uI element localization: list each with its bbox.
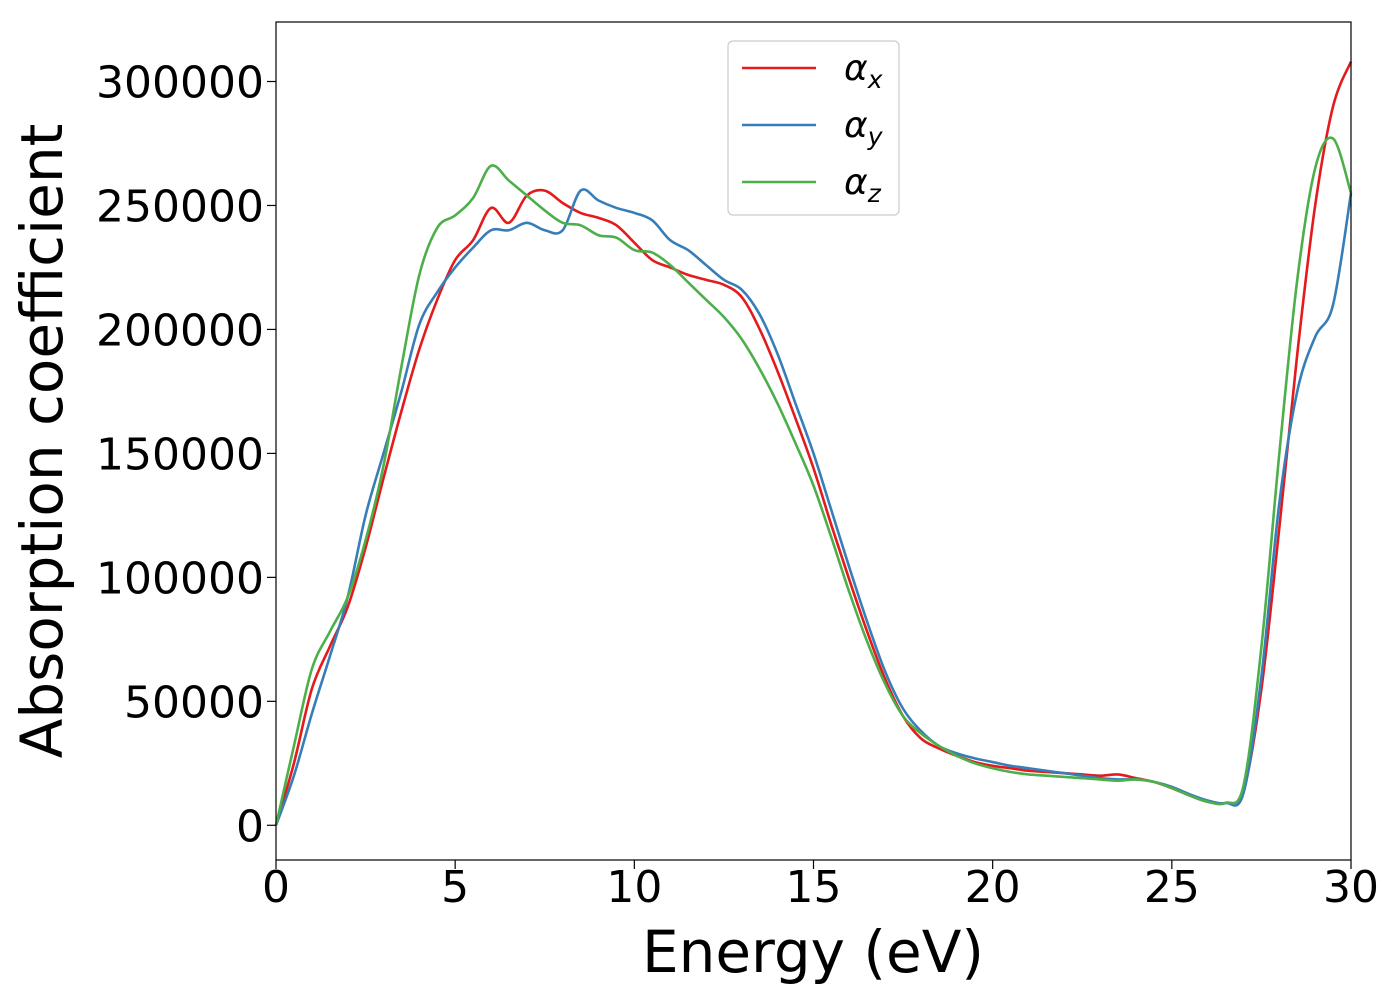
y-tick-label: 150000 xyxy=(96,429,264,480)
x-tick-label: 5 xyxy=(441,862,469,913)
legend-box xyxy=(727,40,900,216)
legend-subscript: y xyxy=(867,122,884,151)
legend-label-y: αy xyxy=(844,105,884,151)
x-axis-title: Energy (eV) xyxy=(642,918,984,986)
x-tick-label: 0 xyxy=(262,862,290,913)
legend-subscript: z xyxy=(867,179,882,208)
series-line-z xyxy=(274,136,1353,826)
x-tick-label: 15 xyxy=(786,862,842,913)
legend-symbol: α xyxy=(844,48,868,89)
legend-label-z: αz xyxy=(844,162,882,208)
legend-subscript: x xyxy=(867,65,883,94)
y-tick-label: 50000 xyxy=(124,677,264,728)
legend-symbol: α xyxy=(844,105,868,146)
x-axis: 0 5 10 15 20 25 30 xyxy=(262,860,1379,913)
y-tick-label: 250000 xyxy=(96,181,264,232)
series-layer xyxy=(274,61,1353,826)
x-tick-label: 10 xyxy=(606,862,662,913)
y-axis-title: Absorption coefficient xyxy=(8,124,76,759)
y-tick-label: 200000 xyxy=(96,305,264,356)
legend-symbol: α xyxy=(844,162,868,203)
y-tick-label: 100000 xyxy=(96,553,264,604)
legend-label-x: αx xyxy=(844,48,883,94)
y-tick-label: 300000 xyxy=(96,58,264,109)
x-tick-label: 25 xyxy=(1144,862,1200,913)
y-axis: 0 50000 100000 150000 200000 250000 300000 xyxy=(96,58,276,852)
x-tick-label: 30 xyxy=(1323,862,1379,913)
x-tick-label: 20 xyxy=(965,862,1021,913)
y-tick-label: 0 xyxy=(236,801,264,852)
